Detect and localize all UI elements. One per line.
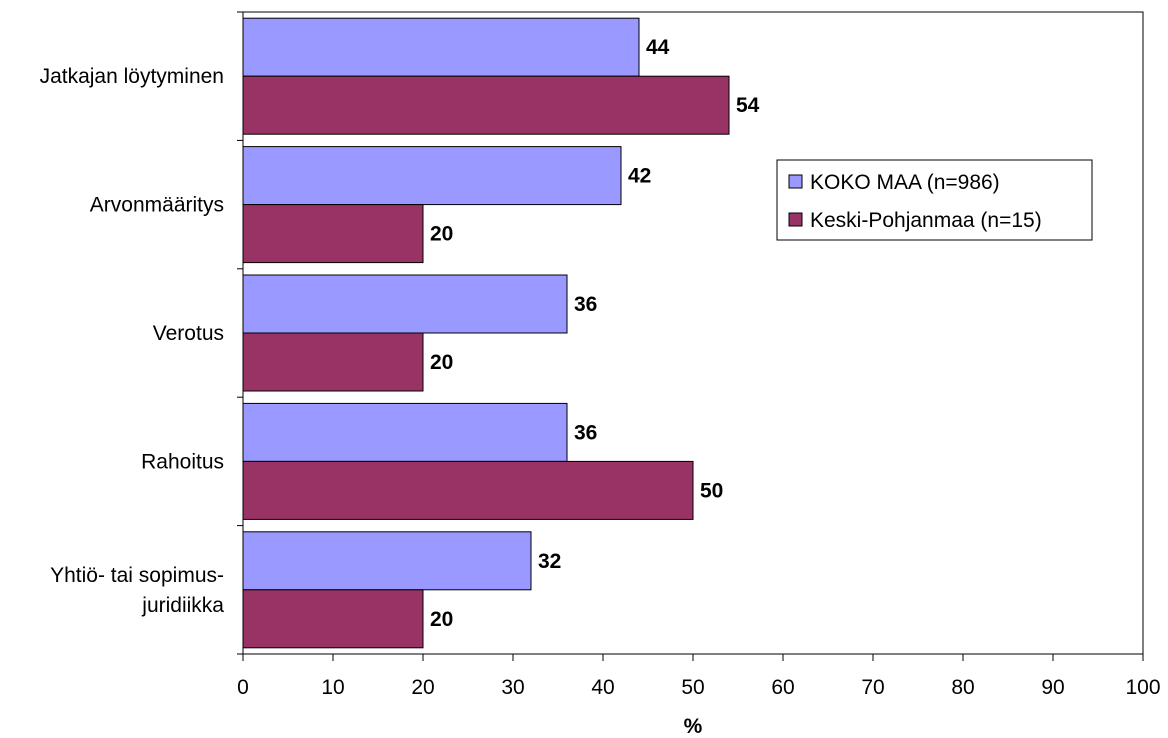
category-label-4: Rahoitus — [141, 450, 224, 473]
bar-1-3 — [242, 274, 568, 334]
bar-2-4 — [242, 460, 694, 520]
value-labels-group: 44 54 42 20 36 20 36 50 32 20 — [430, 36, 760, 631]
bar-1-5 — [242, 531, 532, 591]
value-label-2-3: 20 — [430, 351, 453, 374]
value-label-2-1: 54 — [736, 94, 760, 117]
x-ticks-group: 0 10 20 30 40 50 60 70 80 90 100 — [237, 11, 1161, 699]
category-labels-group: Jatkajan löytyminen Arvonmääritys Verotus R… — [40, 65, 225, 617]
legend-label-series-1: KOKO MAA (n=986) — [810, 171, 1000, 194]
value-label-1-5: 32 — [538, 550, 561, 573]
legend-swatch-series-1 — [788, 174, 803, 189]
bar-2-1 — [242, 75, 730, 135]
legend-label-series-2: Keski-Pohjanmaa (n=15) — [810, 209, 1042, 232]
x-tick-label-80: 80 — [951, 676, 974, 699]
x-tick-label-30: 30 — [501, 676, 524, 699]
category-label-5-line-1: Yhtiö- tai sopimus- — [50, 564, 224, 587]
value-label-2-2: 20 — [430, 223, 453, 246]
x-tick-label-90: 90 — [1041, 676, 1064, 699]
x-tick-label-20: 20 — [411, 676, 434, 699]
legend-box — [776, 159, 1093, 241]
legend-swatch-series-2 — [788, 212, 803, 227]
x-tick-label-60: 60 — [771, 676, 794, 699]
legend: KOKO MAA (n=986) Keski-Pohjanmaa (n=15) — [776, 159, 1093, 241]
bars-group — [242, 17, 730, 649]
category-label-2: Arvonmääritys — [90, 194, 224, 217]
x-tick-label-0: 0 — [237, 676, 249, 699]
x-tick-label-10: 10 — [321, 676, 344, 699]
x-tick-label-70: 70 — [861, 676, 884, 699]
bar-2-3 — [242, 332, 424, 392]
x-tick-label-100: 100 — [1125, 676, 1160, 699]
x-tick-label-50: 50 — [681, 676, 704, 699]
x-axis-title: % — [684, 715, 703, 738]
value-label-2-4: 50 — [700, 479, 723, 502]
category-label-5-line-2: juridiikka — [141, 594, 224, 617]
x-tick-label-40: 40 — [591, 676, 614, 699]
value-label-2-5: 20 — [430, 608, 453, 631]
value-label-1-1: 44 — [646, 36, 670, 59]
value-label-1-4: 36 — [574, 421, 597, 444]
bar-1-1 — [242, 17, 640, 77]
bar-1-2 — [242, 146, 622, 206]
value-label-1-3: 36 — [574, 293, 597, 316]
bar-2-2 — [242, 204, 424, 264]
value-label-1-2: 42 — [628, 165, 651, 188]
bar-2-5 — [242, 589, 424, 649]
category-label-3: Verotus — [153, 322, 224, 345]
category-label-1: Jatkajan löytyminen — [40, 65, 224, 88]
bar-1-4 — [242, 402, 568, 462]
